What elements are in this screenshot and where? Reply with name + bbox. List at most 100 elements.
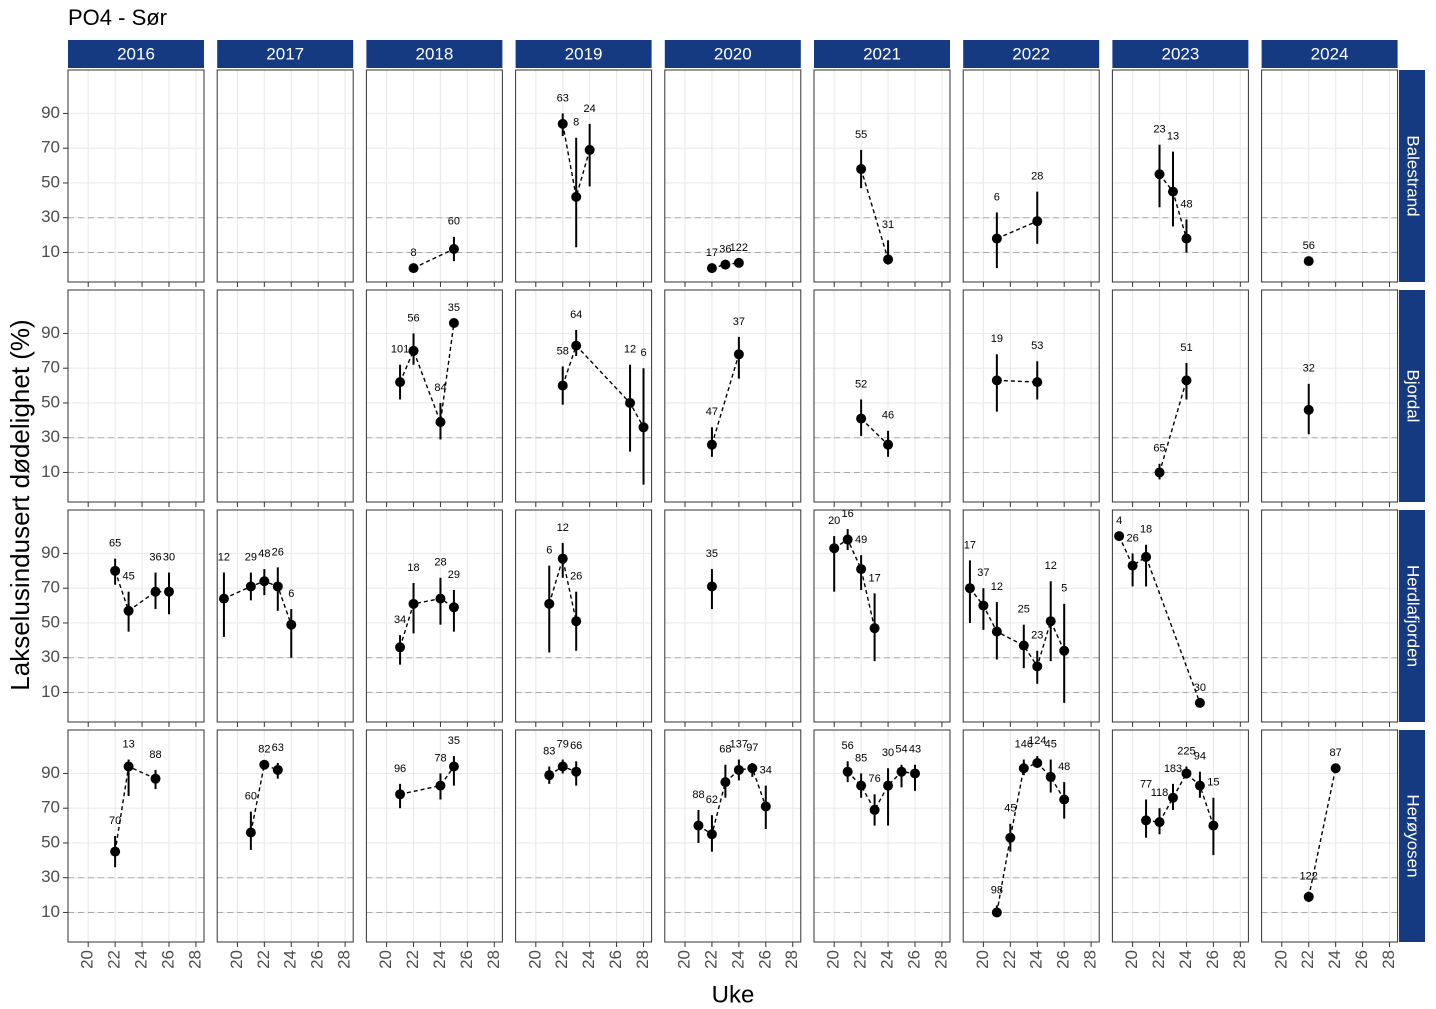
data-label: 18 bbox=[407, 562, 419, 574]
x-tick-label: 20 bbox=[78, 950, 97, 969]
point bbox=[693, 820, 704, 831]
x-tick-label: 28 bbox=[782, 950, 801, 969]
panel-border bbox=[813, 69, 951, 283]
data-label: 28 bbox=[434, 557, 446, 569]
strip bbox=[664, 40, 801, 68]
panel-border bbox=[1261, 69, 1399, 283]
data-label: 24 bbox=[584, 103, 596, 115]
data-label: 30 bbox=[882, 747, 894, 759]
point bbox=[448, 318, 459, 329]
point bbox=[571, 340, 582, 351]
y-tick-label: 50 bbox=[41, 832, 60, 851]
data-label: 60 bbox=[448, 216, 460, 228]
strip bbox=[68, 40, 204, 68]
trend-line bbox=[399, 322, 455, 423]
point bbox=[1005, 832, 1016, 843]
data-label: 146 bbox=[1015, 738, 1033, 750]
point bbox=[218, 593, 229, 604]
data-label: 98 bbox=[991, 884, 1003, 896]
panel-border bbox=[67, 509, 205, 723]
point bbox=[842, 766, 853, 777]
panel-border bbox=[664, 289, 802, 503]
y-tick-label: 70 bbox=[41, 798, 60, 817]
point bbox=[245, 581, 256, 592]
trend-line bbox=[711, 354, 740, 445]
trend-line bbox=[860, 418, 889, 446]
x-tick-label: 22 bbox=[701, 950, 720, 969]
data-label: 53 bbox=[1031, 340, 1043, 352]
data-label: 25 bbox=[1018, 604, 1030, 616]
point bbox=[1194, 697, 1205, 708]
point bbox=[883, 439, 894, 450]
x-tick-label: 22 bbox=[1149, 950, 1168, 969]
x-tick-label: 26 bbox=[308, 950, 327, 969]
strip bbox=[366, 40, 503, 68]
data-label: 19 bbox=[991, 333, 1003, 345]
panel bbox=[963, 290, 1100, 502]
strip-label: 2018 bbox=[415, 44, 453, 63]
point bbox=[272, 764, 283, 775]
x-tick-label: 26 bbox=[904, 950, 923, 969]
x-tick-label: 22 bbox=[851, 950, 870, 969]
strip-label: Bjordal bbox=[1404, 370, 1423, 423]
point bbox=[110, 565, 121, 576]
x-tick-label: 28 bbox=[1230, 950, 1249, 969]
data-label: 13 bbox=[1167, 131, 1179, 143]
x-tick-label: 22 bbox=[1298, 950, 1317, 969]
panel bbox=[217, 70, 354, 282]
strip-label: 2021 bbox=[863, 44, 901, 63]
trend-line bbox=[1308, 768, 1337, 897]
point bbox=[638, 422, 649, 433]
x-tick-label: 24 bbox=[430, 950, 449, 969]
panel bbox=[1112, 70, 1249, 282]
panel bbox=[217, 730, 354, 942]
trend-line bbox=[1145, 772, 1215, 826]
point bbox=[584, 144, 595, 155]
panel-border bbox=[962, 69, 1100, 283]
point bbox=[1154, 817, 1165, 828]
data-label: 56 bbox=[1303, 240, 1315, 252]
point bbox=[557, 380, 568, 391]
x-tick-label: 24 bbox=[728, 950, 747, 969]
data-label: 26 bbox=[570, 571, 582, 583]
data-label: 23 bbox=[1031, 630, 1043, 642]
panel-border bbox=[962, 509, 1100, 723]
point bbox=[1330, 763, 1341, 774]
point bbox=[544, 770, 555, 781]
data-label: 78 bbox=[434, 752, 446, 764]
point bbox=[856, 564, 867, 575]
x-tick-label: 22 bbox=[552, 950, 571, 969]
data-label: 26 bbox=[272, 546, 284, 558]
y-tick-label: 30 bbox=[41, 427, 60, 446]
data-label: 55 bbox=[855, 129, 867, 141]
data-label: 77 bbox=[1140, 778, 1152, 790]
y-tick-label: 10 bbox=[41, 242, 60, 261]
point bbox=[110, 846, 121, 857]
data-label: 35 bbox=[448, 735, 460, 747]
point bbox=[883, 254, 894, 265]
trend-line bbox=[399, 597, 455, 648]
data-label: 49 bbox=[855, 534, 867, 546]
panel-border bbox=[216, 729, 354, 943]
x-tick-label: 24 bbox=[1027, 950, 1046, 969]
strip-label: Herøyosen bbox=[1404, 794, 1423, 877]
trend-line bbox=[698, 767, 767, 836]
x-tick-label: 26 bbox=[457, 950, 476, 969]
point bbox=[1045, 771, 1056, 782]
point bbox=[123, 605, 134, 616]
data-label: 88 bbox=[149, 749, 161, 761]
data-label: 45 bbox=[122, 571, 134, 583]
panel-border bbox=[365, 69, 503, 283]
point bbox=[706, 263, 717, 274]
point bbox=[1194, 780, 1205, 791]
data-label: 94 bbox=[1194, 751, 1206, 763]
point bbox=[435, 593, 446, 604]
data-label: 12 bbox=[557, 522, 569, 534]
point bbox=[408, 345, 419, 356]
panel bbox=[664, 290, 801, 502]
panel-border bbox=[67, 289, 205, 503]
y-tick-label: 10 bbox=[41, 682, 60, 701]
data-label: 35 bbox=[706, 548, 718, 560]
point bbox=[557, 553, 568, 564]
